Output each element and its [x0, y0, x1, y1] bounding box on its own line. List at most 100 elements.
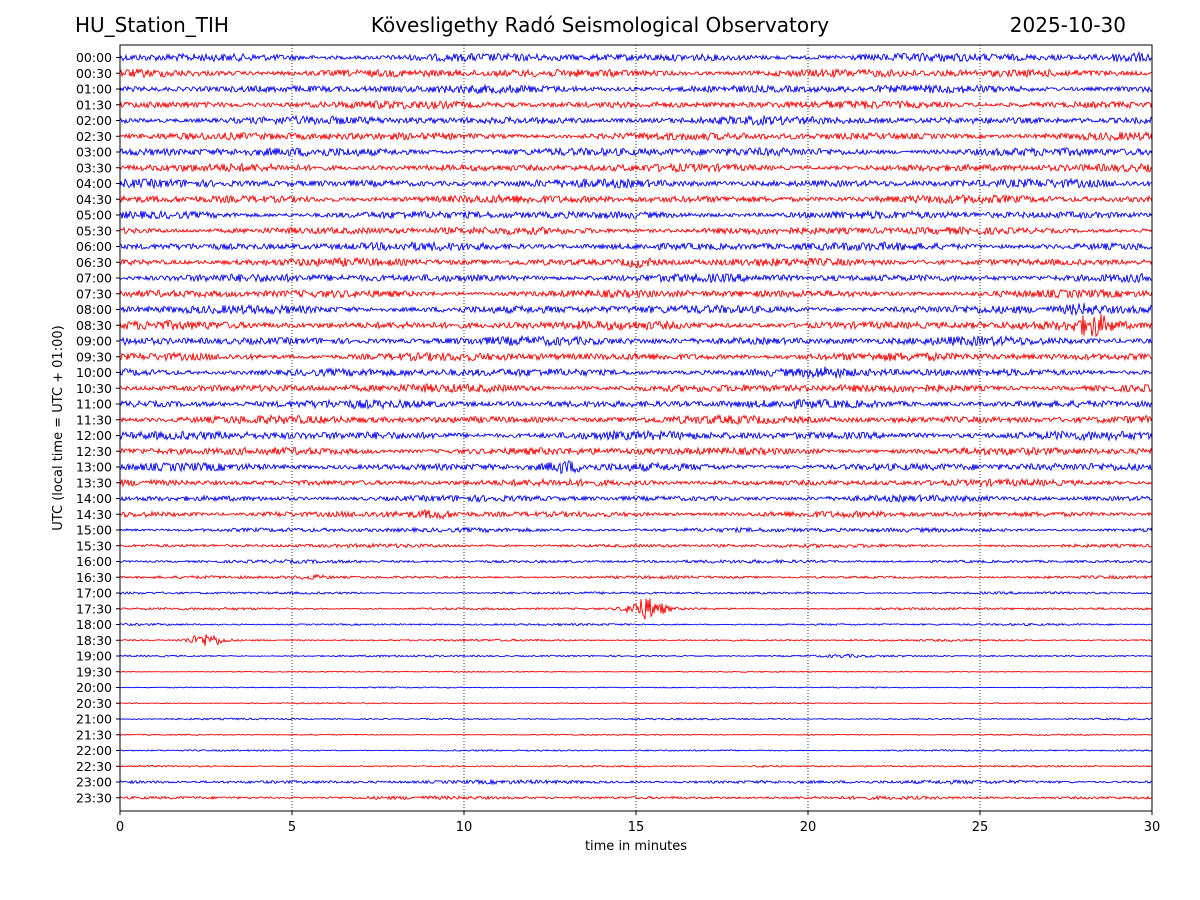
trace-0230: [119, 131, 1153, 142]
trace-1830: [119, 634, 1153, 646]
y-tick-label: 17:30: [76, 601, 112, 616]
y-tick-label: 15:00: [76, 523, 112, 538]
y-tick-label: 18:30: [76, 633, 112, 648]
trace-2000: [119, 686, 1153, 689]
trace-0730: [119, 288, 1153, 300]
trace-1400: [119, 493, 1153, 504]
y-tick-label: 12:00: [76, 428, 112, 443]
trace-0300: [119, 146, 1153, 158]
trace-0400: [119, 177, 1153, 190]
trace-1730: [119, 598, 1153, 620]
trace-1900: [119, 653, 1153, 659]
y-tick-label: 00:00: [76, 50, 112, 65]
y-tick-label: 08:00: [76, 302, 112, 317]
y-tick-label: 18:00: [76, 617, 112, 632]
trace-1800: [119, 622, 1153, 627]
x-tick-label: 10: [456, 820, 473, 835]
observatory-title: Kövesligethy Radó Seismological Observat…: [370, 13, 830, 37]
y-tick-label: 16:30: [76, 570, 112, 585]
y-tick-label: 11:00: [76, 397, 112, 412]
trace-1930: [119, 670, 1153, 673]
y-tick-label: 23:30: [76, 790, 112, 805]
y-tick-label: 07:00: [76, 271, 112, 286]
trace-0900: [119, 334, 1153, 348]
grid-lines: [291, 45, 981, 811]
trace-0800: [119, 303, 1153, 317]
trace-0600: [119, 240, 1153, 252]
trace-0500: [119, 209, 1153, 221]
trace-0130: [119, 99, 1153, 111]
y-tick-label: 03:30: [76, 160, 112, 175]
y-tick-label: 03:00: [76, 145, 112, 160]
trace-1200: [119, 429, 1153, 442]
trace-1030: [119, 382, 1153, 394]
y-tick-label: 22:00: [76, 743, 112, 758]
trace-0530: [119, 225, 1153, 237]
trace-2130: [119, 733, 1153, 737]
y-tick-label: 02:00: [76, 113, 112, 128]
y-tick-label: 13:30: [76, 475, 112, 490]
trace-1100: [119, 398, 1153, 410]
trace-0030: [119, 67, 1153, 79]
x-axis-label: time in minutes: [585, 839, 687, 854]
y-tick-label: 01:00: [76, 82, 112, 97]
y-tick-label: 23:00: [76, 775, 112, 790]
trace-0630: [119, 256, 1153, 269]
y-tick-label: 21:00: [76, 712, 112, 727]
trace-2330: [119, 794, 1153, 801]
date-label: 2025-10-30: [1009, 13, 1126, 37]
y-tick-label: 13:00: [76, 460, 112, 475]
y-tick-label: 02:30: [76, 129, 112, 144]
y-tick-label: 10:00: [76, 365, 112, 380]
y-tick-label: 04:00: [76, 176, 112, 191]
x-tick-label: 15: [628, 820, 645, 835]
y-tick-label: 06:30: [76, 255, 112, 270]
trace-1630: [119, 573, 1153, 581]
y-tick-label: 20:00: [76, 680, 112, 695]
y-tick-label: 05:30: [76, 223, 112, 238]
trace-2100: [119, 717, 1153, 721]
y-tick-label: 07:30: [76, 286, 112, 301]
y-tick-label: 14:30: [76, 507, 112, 522]
trace-layer: [119, 50, 1153, 801]
y-tick-label: 21:30: [76, 727, 112, 742]
y-tick-label: 12:30: [76, 444, 112, 459]
trace-1600: [119, 558, 1153, 565]
y-tick-label: 19:30: [76, 664, 112, 679]
x-tick-label: 5: [288, 820, 296, 835]
y-tick-label: 14:00: [76, 491, 112, 506]
y-tick-label: 19:00: [76, 649, 112, 664]
y-tick-label: 01:30: [76, 97, 112, 112]
trace-0200: [119, 114, 1153, 126]
trace-1230: [119, 446, 1153, 457]
trace-1000: [119, 366, 1153, 379]
trace-0930: [119, 351, 1153, 363]
y-tick-label: 05:00: [76, 208, 112, 223]
trace-1500: [119, 526, 1153, 534]
x-tick-label: 30: [1144, 820, 1161, 835]
x-tick-label: 0: [116, 820, 124, 835]
y-tick-label: 06:00: [76, 239, 112, 254]
y-tick-label: 00:30: [76, 66, 112, 81]
y-axis-ticks: 00:0000:3001:0001:3002:0002:3003:0003:30…: [76, 50, 120, 805]
y-tick-label: 10:30: [76, 381, 112, 396]
y-tick-label: 09:00: [76, 334, 112, 349]
x-tick-label: 25: [972, 820, 989, 835]
trace-1700: [119, 590, 1153, 596]
x-axis-ticks: 0 5 10 15 20 25 30: [116, 811, 1160, 835]
trace-2300: [119, 778, 1153, 786]
y-tick-label: 11:30: [76, 412, 112, 427]
trace-2200: [119, 749, 1153, 752]
y-tick-label: 20:30: [76, 696, 112, 711]
station-label: HU_Station_TIH: [75, 13, 229, 37]
y-tick-label: 08:30: [76, 318, 112, 333]
trace-0830: [119, 314, 1153, 338]
trace-1430: [119, 508, 1153, 520]
trace-0430: [119, 193, 1153, 205]
trace-2230: [119, 764, 1153, 769]
y-tick-label: 15:30: [76, 538, 112, 553]
trace-0000: [119, 50, 1153, 63]
y-tick-label: 04:30: [76, 192, 112, 207]
trace-0330: [119, 162, 1153, 174]
